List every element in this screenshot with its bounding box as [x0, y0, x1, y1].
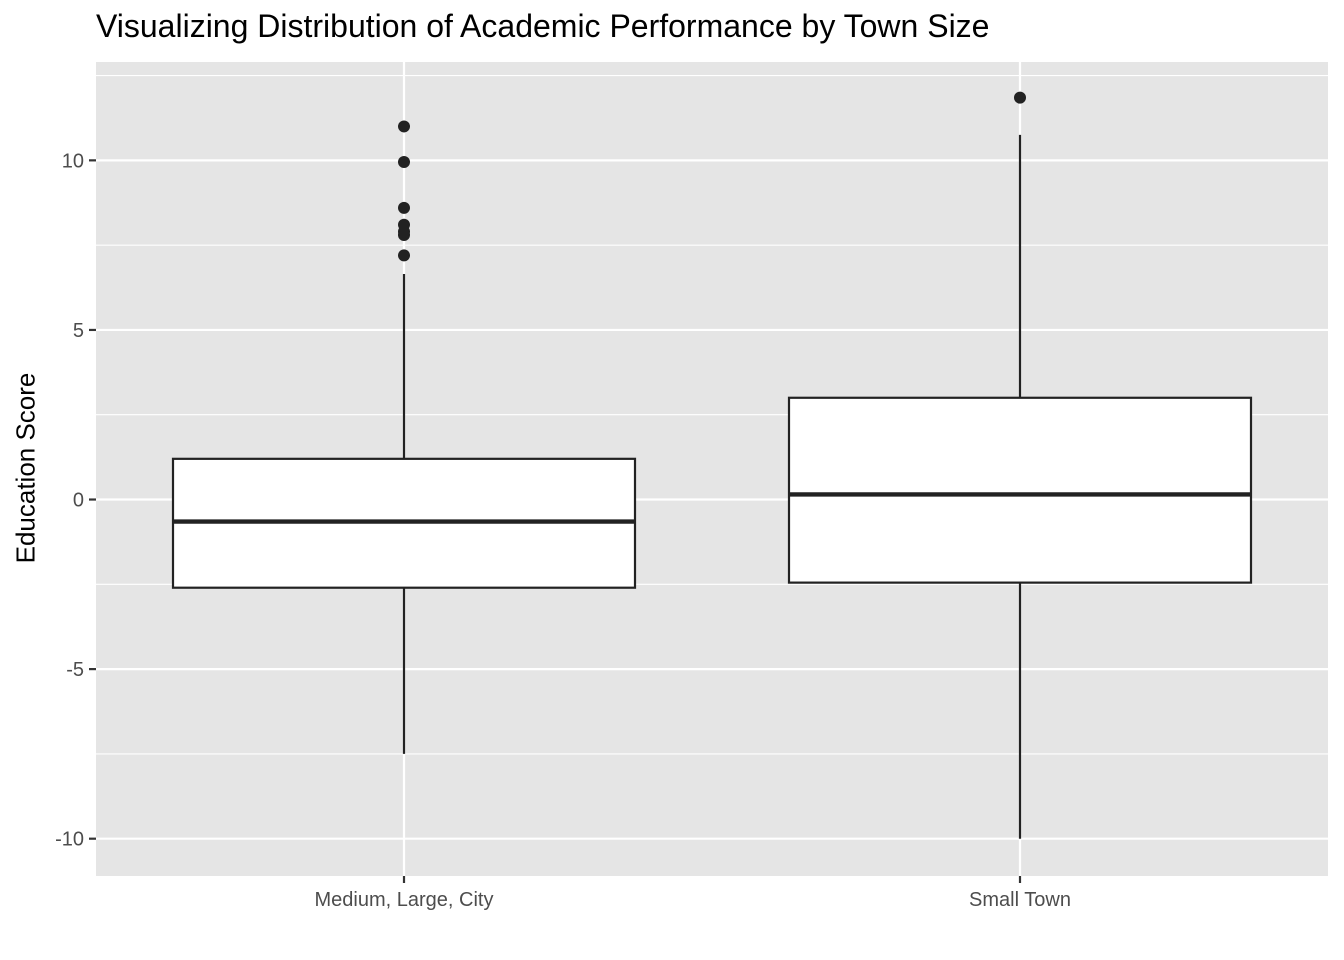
y-tick-label: 5: [73, 320, 84, 342]
outlier-point: [398, 218, 410, 231]
x-tick-label: Small Town: [969, 889, 1071, 911]
y-tick-label: -5: [66, 659, 84, 681]
box-group: [171, 120, 637, 754]
outlier-point: [1014, 91, 1026, 104]
boxes: [171, 91, 1253, 839]
x-tick-label: Medium, Large, City: [315, 889, 494, 911]
chart-title: Visualizing Distribution of Academic Per…: [96, 8, 990, 44]
box-group: [787, 91, 1253, 839]
outlier-point: [398, 156, 410, 169]
outlier-point: [398, 201, 410, 214]
x-axis: Medium, Large, City Small Town: [315, 876, 1071, 911]
y-tick-label: 0: [73, 490, 84, 512]
y-tick-label: 10: [62, 150, 84, 172]
outlier-point: [398, 120, 410, 133]
y-axis: -10 -5 0 5 10: [55, 150, 96, 851]
y-tick-label: -10: [55, 829, 84, 851]
box-iqr: [787, 396, 1253, 584]
outlier-point: [398, 249, 410, 262]
